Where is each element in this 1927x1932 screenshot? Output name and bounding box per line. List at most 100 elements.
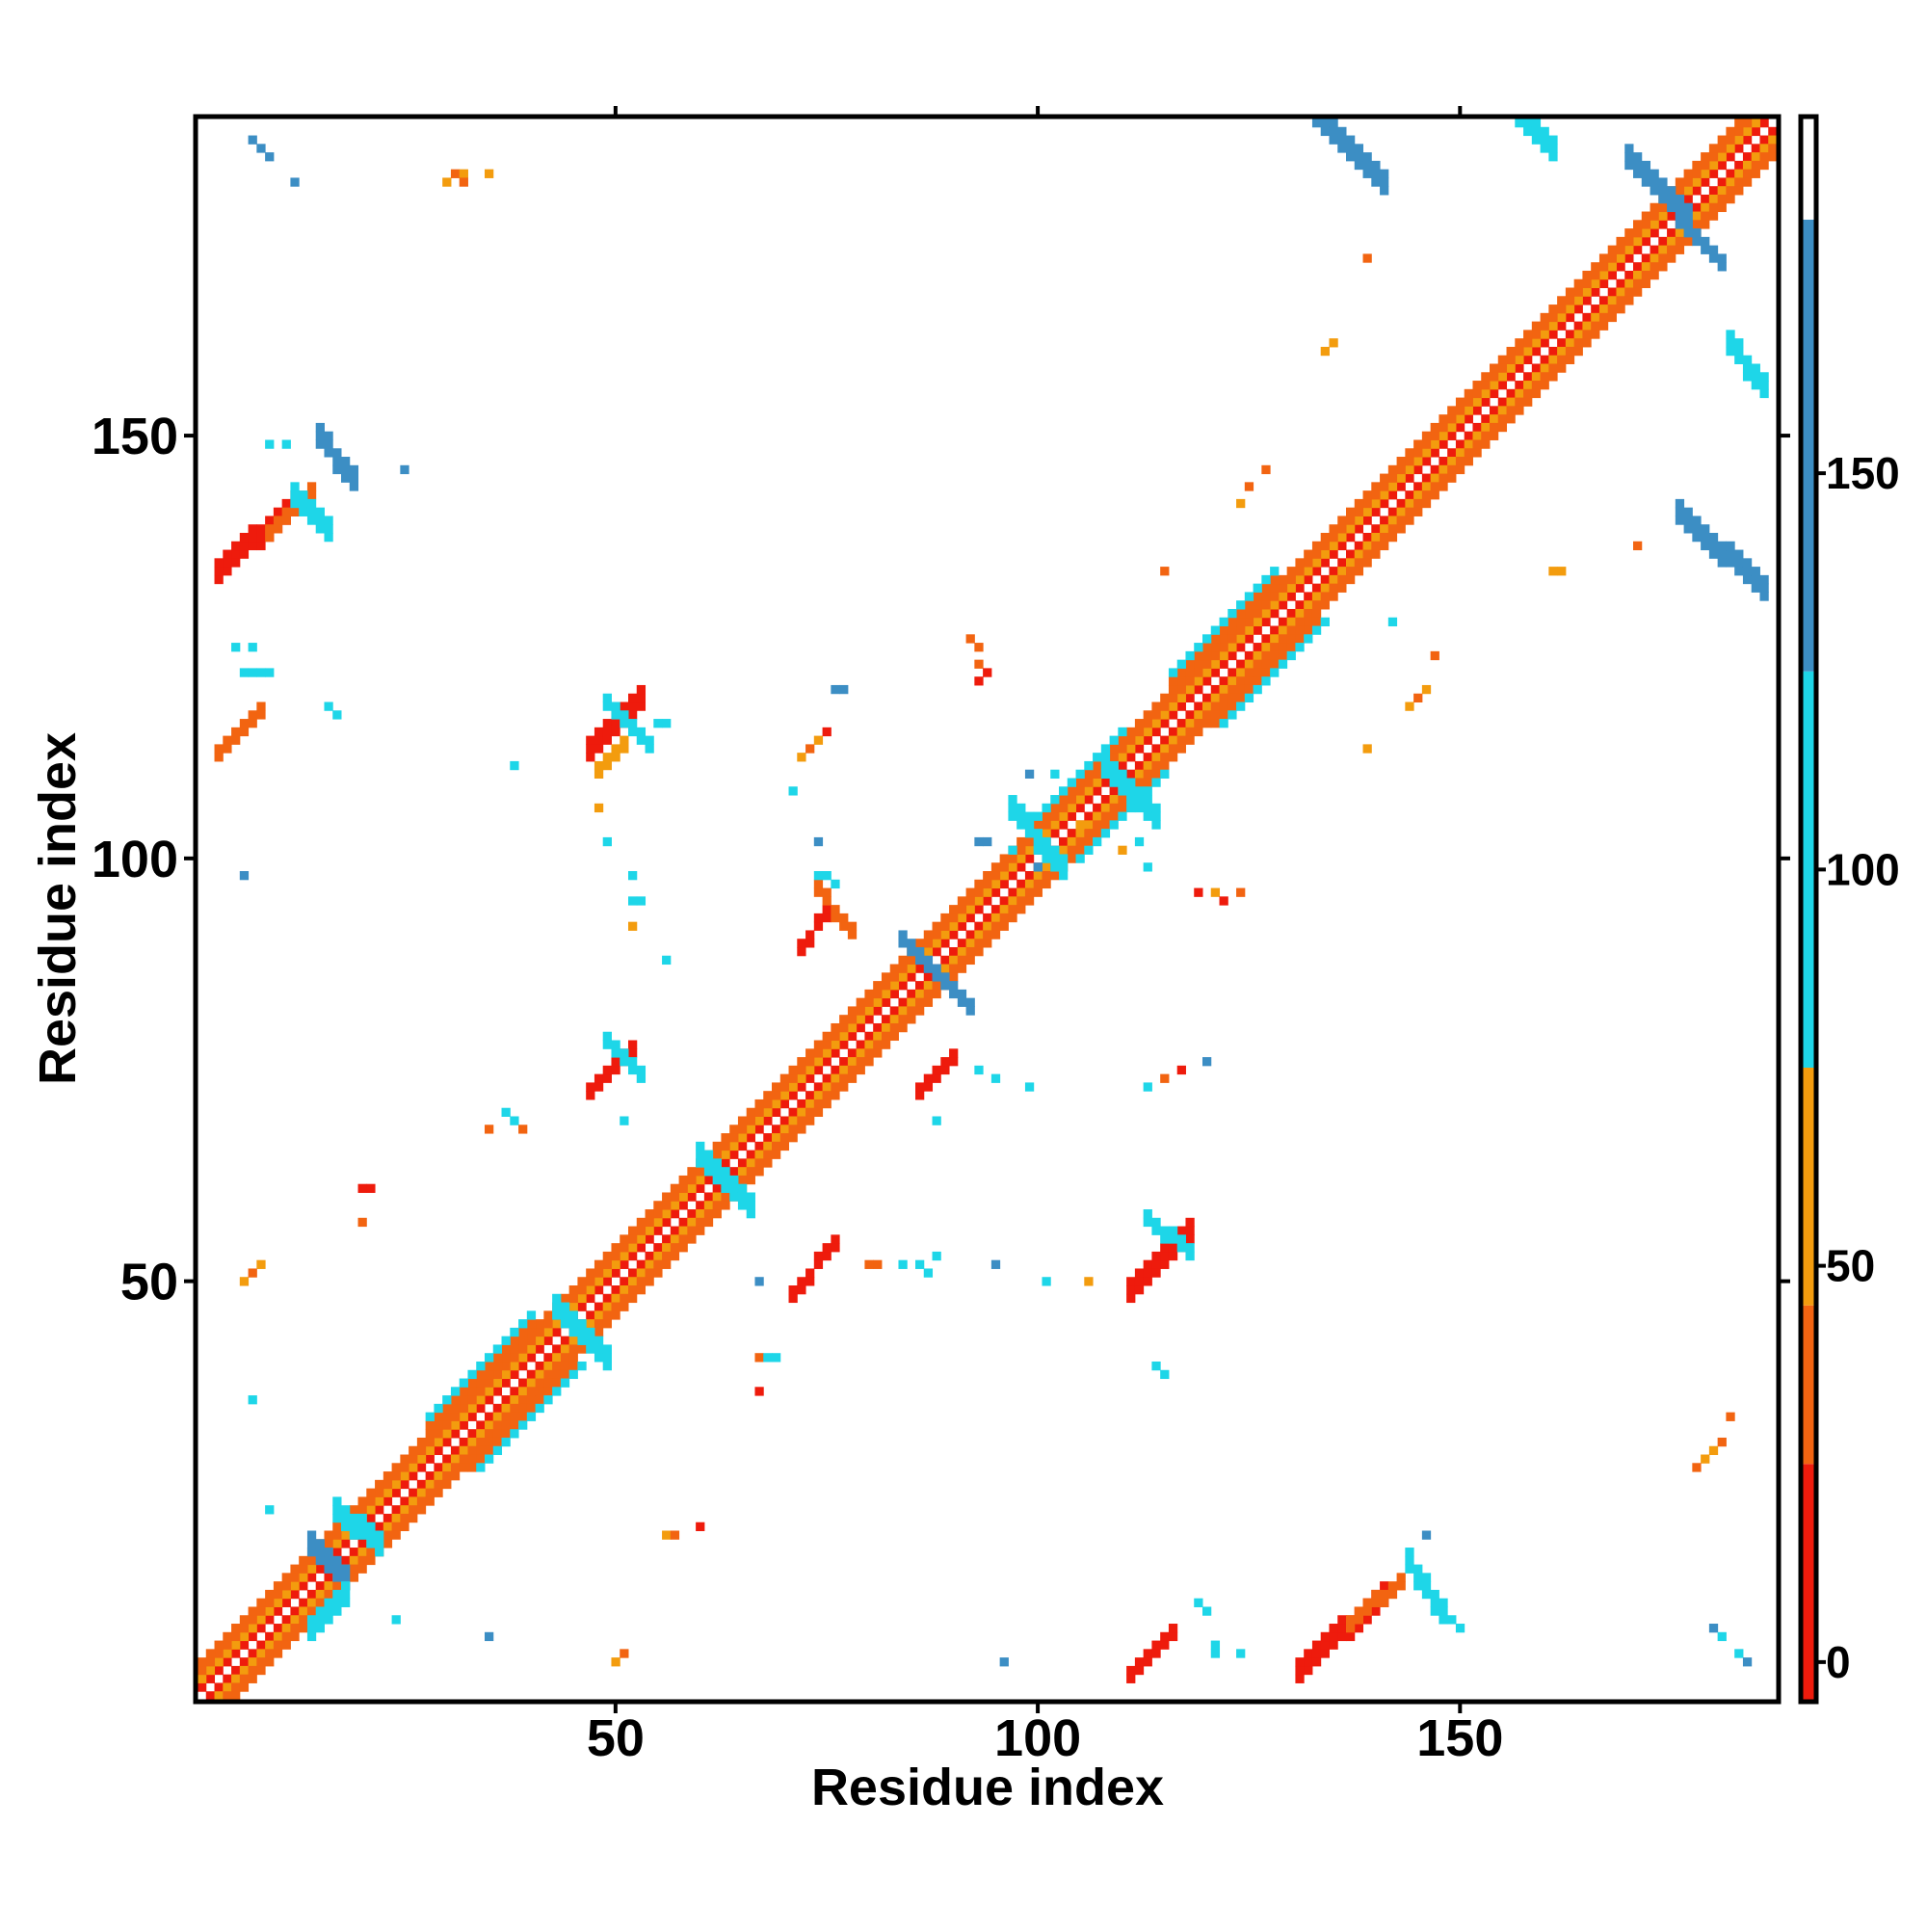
heatmap-cell: [1134, 760, 1145, 771]
heatmap-cell: [839, 1057, 849, 1067]
heatmap-cell: [586, 1091, 595, 1100]
heatmap-cell: [822, 1048, 832, 1058]
heatmap-cell: [1658, 202, 1668, 213]
heatmap-cell: [721, 1201, 730, 1210]
heatmap-cell: [1717, 558, 1727, 568]
heatmap-cell: [965, 939, 975, 948]
heatmap-cell: [611, 710, 620, 720]
heatmap-cell: [1380, 482, 1389, 491]
heatmap-cell: [1134, 769, 1145, 779]
heatmap-cell: [459, 1463, 468, 1472]
heatmap-cell: [518, 1361, 528, 1371]
heatmap-cell: [788, 1285, 798, 1295]
heatmap-cell: [1759, 160, 1769, 171]
heatmap-cell: [678, 1201, 688, 1210]
heatmap-cell: [510, 1353, 519, 1363]
heatmap-cell: [1311, 119, 1322, 128]
heatmap-cell: [907, 964, 916, 973]
heatmap-cell: [805, 1073, 815, 1083]
heatmap-cell: [332, 1581, 342, 1591]
heatmap-cell: [847, 1022, 858, 1033]
heatmap-cell: [1447, 457, 1457, 466]
heatmap-cell: [1270, 650, 1280, 661]
heatmap-cell: [1008, 803, 1017, 813]
heatmap-cell: [594, 1302, 604, 1311]
heatmap-cell: [1380, 1598, 1389, 1607]
heatmap-cell: [324, 1548, 333, 1557]
heatmap-cell: [518, 1378, 528, 1388]
heatmap-cell: [1387, 1581, 1398, 1591]
heatmap-cell: [1253, 617, 1262, 627]
heatmap-cell: [223, 744, 232, 754]
heatmap-cell: [1667, 228, 1676, 238]
heatmap-cell: [965, 896, 975, 906]
heatmap-cell: [1598, 296, 1609, 305]
heatmap-cell: [1185, 735, 1195, 745]
heatmap-cell: [485, 1420, 494, 1430]
heatmap-cell: [1210, 643, 1221, 652]
heatmap-cell: [662, 1234, 672, 1244]
heatmap-cell: [1295, 1657, 1305, 1667]
heatmap-cell: [1734, 144, 1744, 153]
heatmap-cell: [1624, 245, 1634, 254]
heatmap-cell: [476, 1361, 486, 1371]
heatmap-cell: [1219, 643, 1228, 652]
heatmap-cell: [400, 1454, 409, 1464]
heatmap-cell: [1337, 532, 1347, 543]
heatmap-cell: [1210, 701, 1221, 711]
heatmap-cell: [1708, 1445, 1719, 1456]
heatmap-cell: [1253, 650, 1262, 661]
heatmap-cell: [1523, 119, 1533, 128]
heatmap-cell: [1658, 262, 1668, 272]
heatmap-cell: [1008, 871, 1017, 881]
heatmap-cell: [1742, 160, 1753, 171]
heatmap-cell: [611, 1065, 620, 1075]
heatmap-cell: [586, 1344, 595, 1354]
heatmap-cell: [949, 930, 959, 940]
heatmap-cell: [1151, 811, 1161, 821]
heatmap-cell: [712, 1201, 722, 1210]
heatmap-cell: [1075, 803, 1085, 813]
heatmap-cell: [1050, 803, 1060, 813]
heatmap-cell: [1506, 372, 1516, 382]
heatmap-cell: [1387, 464, 1398, 475]
heatmap-cell: [1692, 211, 1702, 221]
heatmap-cell: [1219, 719, 1228, 728]
heatmap-cell: [332, 1505, 342, 1515]
heatmap-cell: [1439, 473, 1448, 483]
heatmap-cell: [349, 473, 359, 483]
heatmap-cell: [1278, 592, 1288, 601]
heatmap-cell: [974, 896, 984, 906]
heatmap-cell: [1219, 659, 1228, 669]
heatmap-cell: [1734, 338, 1744, 348]
heatmap-cell: [805, 1057, 815, 1067]
heatmap-cell: [290, 1631, 300, 1642]
heatmap-cell: [1176, 719, 1186, 728]
heatmap-cell: [620, 1251, 629, 1261]
heatmap-cell: [1075, 829, 1085, 838]
heatmap-cell: [594, 1073, 604, 1083]
heatmap-cell: [1633, 228, 1643, 238]
heatmap-cell: [1421, 1589, 1432, 1600]
heatmap-cell: [965, 946, 975, 957]
heatmap-cell: [1481, 397, 1491, 407]
heatmap-cell: [1751, 169, 1760, 178]
heatmap-cell: [400, 464, 409, 475]
heatmap-cell: [239, 668, 250, 677]
heatmap-cell: [602, 1065, 612, 1075]
heatmap-cell: [1168, 693, 1178, 703]
heatmap-cell: [1033, 820, 1043, 830]
heatmap-cell: [1143, 803, 1152, 813]
heatmap-cell: [299, 1581, 308, 1591]
heatmap-cell: [1185, 1217, 1195, 1228]
heatmap-cell: [526, 1378, 537, 1388]
heatmap-cell: [1320, 617, 1330, 627]
heatmap-cell: [518, 1420, 528, 1430]
heatmap-cell: [442, 1403, 452, 1414]
heatmap-cell: [526, 1319, 537, 1329]
heatmap-cell: [568, 1302, 578, 1311]
heatmap-cell: [357, 1548, 367, 1557]
heatmap-cell: [712, 1209, 722, 1219]
heatmap-cell: [1641, 211, 1651, 221]
heatmap-cell: [332, 1573, 342, 1582]
